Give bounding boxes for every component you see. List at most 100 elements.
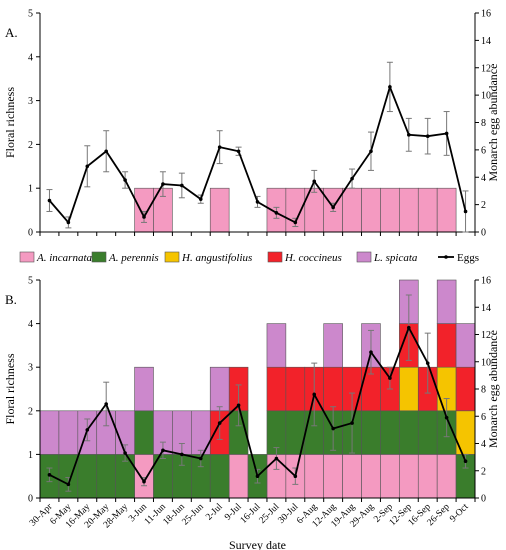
bar-aincarnata-20 [417, 187, 438, 233]
x-tick-label-9: 2-Jul [204, 502, 225, 523]
x-axis-title: Survey date [229, 538, 286, 550]
bar-lspicata-1 [58, 410, 79, 455]
bar-aincarnata-19 [399, 454, 419, 499]
bar-aincarnata-21 [436, 187, 457, 233]
y-tick-label-4: 4 [28, 319, 33, 330]
bar-aincarnata-5 [134, 454, 154, 499]
egg-point-6 [161, 182, 165, 186]
y2-tick-label-6: 6 [481, 412, 486, 423]
bar-aincarnata-16 [342, 187, 362, 233]
egg-point-1 [66, 220, 71, 225]
x-tick-label-21: 26-Sep [426, 502, 452, 528]
y-tick-label-0: 0 [28, 228, 33, 239]
x-tick-label-12: 25-Jul [258, 502, 282, 526]
panel-label: B. [5, 292, 17, 307]
bar-aperennis-5 [134, 410, 154, 455]
y-tick-label-4: 4 [28, 52, 33, 63]
egg-point-12 [274, 456, 279, 461]
y2-tick-label-0: 0 [481, 228, 486, 239]
y-tick-label-3: 3 [28, 363, 33, 374]
legend-label-incarnata: A. incarnata [36, 252, 92, 264]
legend-label-spicata: L. spicata [373, 252, 418, 264]
egg-point-17 [369, 350, 373, 355]
y2-tick-label-14: 14 [481, 36, 491, 47]
legend-swatch-perennis [91, 251, 107, 263]
egg-point-5 [142, 479, 146, 484]
bar-aperennis-17 [361, 410, 381, 455]
legend-eggs-marker [444, 255, 448, 259]
bar-aincarnata-9 [209, 187, 230, 233]
y-tick-label-0: 0 [28, 494, 33, 505]
y-tick-label-5: 5 [28, 9, 33, 20]
legend-label-perennis: A. perennis [108, 252, 159, 264]
egg-point-5 [142, 215, 146, 219]
egg-point-8 [198, 456, 203, 461]
legend-swatch-spicata [356, 251, 372, 263]
bar-aincarnata-16 [342, 454, 362, 499]
egg-point-2 [85, 164, 90, 169]
egg-point-8 [198, 197, 203, 201]
egg-point-13 [293, 474, 298, 479]
bar-lspicata-15 [323, 323, 343, 368]
egg-point-3 [104, 149, 108, 154]
bar-aincarnata-18 [380, 187, 400, 233]
egg-point-19 [407, 133, 411, 137]
egg-point-18 [388, 376, 392, 380]
bar-aincarnata-14 [304, 454, 324, 499]
bar-aincarnata-17 [361, 187, 381, 233]
bar-aincarnata-17 [361, 454, 381, 499]
y-tick-label-3: 3 [28, 96, 33, 107]
y2-tick-label-0: 0 [481, 494, 486, 505]
y2-tick-label-8: 8 [481, 118, 486, 129]
y2-tick-label-12: 12 [481, 330, 491, 341]
y-axis-title: Floral richness [3, 353, 17, 424]
egg-point-11 [255, 200, 260, 204]
y2-tick-label-14: 14 [481, 303, 491, 314]
bar-aperennis-2 [77, 454, 98, 499]
bar-lspicata-12 [266, 323, 287, 368]
legend-label-coccineus: H. coccineus [284, 252, 342, 264]
egg-point-19 [407, 325, 411, 330]
y2-tick-label-16: 16 [481, 9, 491, 20]
x-tick-label-11: 16-Jul [239, 502, 263, 526]
y2-tick-label-16: 16 [481, 276, 491, 287]
egg-point-15 [331, 205, 335, 210]
egg-point-10 [236, 149, 241, 154]
bar-aincarnata-5 [134, 187, 154, 233]
egg-point-18 [388, 85, 392, 89]
y2-tick-label-2: 2 [481, 200, 486, 211]
egg-point-0 [47, 198, 52, 203]
bar-lspicata-9 [209, 366, 230, 412]
bar-lspicata-22 [455, 323, 476, 368]
egg-point-2 [85, 428, 90, 432]
panel-b-chart: 012345024681012141630-Apr6-May16-May20-M… [3, 276, 500, 550]
bar-aincarnata-21 [436, 454, 457, 499]
bar-lspicata-5 [134, 366, 154, 412]
y-tick-label-1: 1 [28, 184, 33, 195]
egg-point-21 [444, 131, 449, 136]
legend-label-eggs: Eggs [457, 252, 479, 264]
x-tick-label-0: 30-Apr [28, 501, 55, 528]
bar-hcoccineus-13 [285, 366, 306, 412]
egg-point-14 [312, 392, 317, 397]
egg-point-7 [180, 452, 184, 457]
y-tick-label-2: 2 [28, 140, 33, 151]
y2-tick-label-4: 4 [481, 173, 486, 184]
bar-aincarnata-10 [228, 454, 249, 499]
x-tick-label-8: 25-Jun [181, 502, 207, 528]
legend: A. incarnata A. perennis H. angustifolius H… [19, 251, 479, 264]
egg-point-10 [236, 403, 241, 408]
bar-aperennis-9 [209, 454, 230, 499]
egg-point-3 [104, 402, 108, 406]
legend-label-angustifolius: H. angustifolius [181, 252, 252, 264]
y-tick-label-1: 1 [28, 450, 33, 461]
y2-axis-title: Monarch egg abundance [486, 330, 500, 448]
bar-hcoccineus-15 [323, 366, 343, 412]
bar-lspicata-21 [436, 279, 457, 324]
egg-point-13 [293, 220, 298, 225]
y2-tick-label-12: 12 [481, 63, 491, 74]
egg-point-22 [463, 459, 468, 464]
egg-point-0 [47, 473, 52, 477]
